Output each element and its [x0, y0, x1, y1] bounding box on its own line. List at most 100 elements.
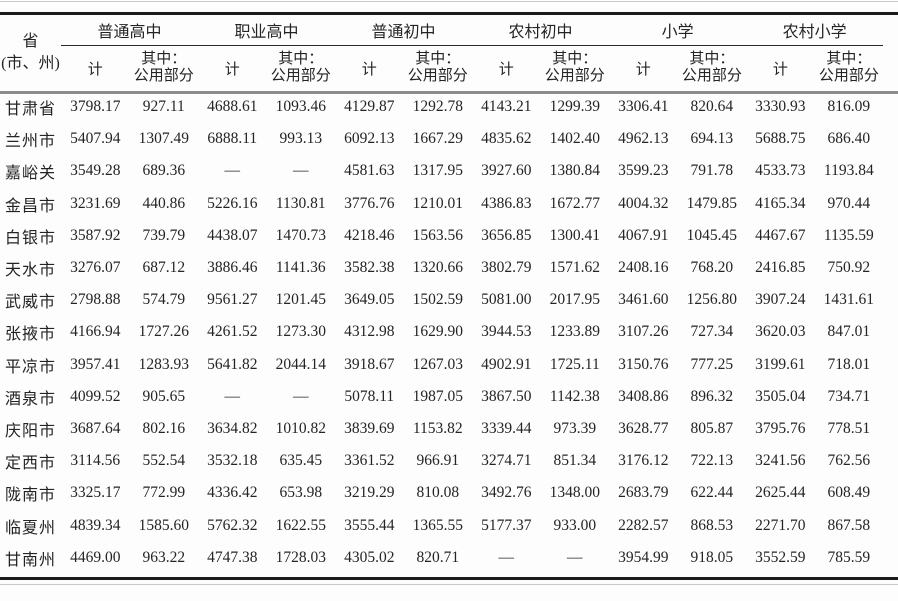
value-cell: 1283.93 — [138, 355, 189, 373]
corner-header-line1: 省 — [22, 33, 39, 51]
value-cell: 1365.55 — [412, 516, 463, 534]
sub-header-note-line1: 其中： — [278, 50, 324, 67]
value-cell: 1563.56 — [412, 226, 463, 244]
value-cell: 694.13 — [690, 130, 734, 148]
value-cell: 905.65 — [142, 387, 186, 405]
value-cell: — — [567, 548, 583, 566]
table-row: 定西市 3114.56 552.54 3532.18 635.45 3361.52 966.… — [0, 445, 883, 477]
value-cell: 3886.46 — [207, 259, 258, 277]
value-cell: 3231.69 — [70, 194, 121, 212]
value-cell: 2683.79 — [618, 484, 669, 502]
value-cell: 722.13 — [690, 452, 734, 470]
group-header-regular-junior-high: 普通初中 — [335, 15, 473, 46]
value-cell: 3461.60 — [618, 291, 669, 309]
value-cell: 3150.76 — [618, 355, 669, 373]
value-cell: 778.51 — [827, 419, 871, 437]
table-row: 甘南州 4469.00 963.22 4747.38 1728.03 4305.02 820… — [0, 542, 883, 574]
value-cell: 927.11 — [142, 98, 185, 116]
value-cell: 816.09 — [827, 98, 871, 116]
value-cell: 3325.17 — [70, 484, 121, 502]
value-cell: 4165.34 — [755, 194, 806, 212]
value-cell: 1045.45 — [686, 226, 737, 244]
value-cell: 4261.52 — [207, 323, 258, 341]
sub-header-total: 计 — [635, 61, 651, 78]
value-cell: 2271.70 — [755, 516, 806, 534]
value-cell: 552.54 — [142, 452, 186, 470]
value-cell: 1193.84 — [823, 162, 874, 180]
region-label: 庆阳市 — [4, 422, 56, 440]
value-cell: 820.64 — [690, 98, 734, 116]
value-cell: 3587.92 — [70, 226, 121, 244]
value-cell: 1502.59 — [412, 291, 463, 309]
region-label: 陇南市 — [4, 487, 56, 505]
value-cell: 3241.56 — [755, 452, 806, 470]
group-header-regular-high-school: 普通高中 — [61, 15, 199, 46]
value-cell: 3107.26 — [618, 323, 669, 341]
region-label: 天水市 — [4, 262, 56, 280]
value-cell: 5641.82 — [207, 355, 258, 373]
sub-header-note-line2: 公用部分 — [681, 68, 742, 85]
value-cell: 3552.59 — [755, 548, 806, 566]
value-cell: 4533.73 — [755, 162, 806, 180]
value-cell: 1320.66 — [412, 259, 463, 277]
value-cell: 851.34 — [553, 452, 597, 470]
sub-header-public-portion: 其中： 公用部分 — [130, 45, 199, 91]
value-cell: 1622.55 — [275, 516, 326, 534]
value-cell: 1727.26 — [138, 323, 189, 341]
value-cell: 4143.21 — [481, 98, 532, 116]
region-label: 临夏州 — [4, 519, 56, 537]
value-cell: 440.86 — [142, 194, 186, 212]
bottom-faint-rule — [0, 584, 898, 585]
value-cell: 4839.34 — [70, 516, 121, 534]
value-cell: 4166.94 — [70, 323, 121, 341]
value-cell: 868.53 — [690, 516, 734, 534]
sub-header-note-line1: 其中： — [141, 50, 187, 67]
region-label: 嘉峪关 — [4, 165, 56, 183]
value-cell: 3219.29 — [344, 484, 395, 502]
sub-header-note-line1: 其中： — [689, 50, 735, 67]
value-cell: 791.78 — [690, 162, 734, 180]
value-cell: 2282.57 — [618, 516, 669, 534]
sub-header-total: 计 — [498, 61, 514, 78]
sub-header-public-portion: 其中： 公用部分 — [404, 45, 473, 91]
table-row: 嘉峪关 3549.28 689.36 — — 4581.63 1317.95 3927.60 1… — [0, 155, 883, 187]
value-cell: 1470.73 — [275, 226, 326, 244]
region-label: 兰州市 — [4, 133, 56, 151]
value-cell: 1402.40 — [549, 130, 600, 148]
value-cell: 3867.50 — [481, 387, 532, 405]
top-faint-rule — [0, 1, 898, 2]
region-label: 定西市 — [4, 455, 56, 473]
sub-header-note-line2: 公用部分 — [270, 68, 331, 85]
value-cell: 635.45 — [279, 452, 323, 470]
value-cell: 9561.27 — [207, 291, 258, 309]
table-row: 临夏州 4839.34 1585.60 5762.32 1622.55 3555.44 13… — [0, 509, 883, 541]
value-cell: 3276.07 — [70, 259, 121, 277]
value-cell: 3408.86 — [618, 387, 669, 405]
value-cell: 1142.38 — [549, 387, 600, 405]
value-cell: 5407.94 — [70, 130, 121, 148]
value-cell: 4438.07 — [207, 226, 258, 244]
value-cell: 1348.00 — [549, 484, 600, 502]
value-cell: 1667.29 — [412, 130, 463, 148]
region-label: 平凉市 — [4, 358, 56, 376]
value-cell: 2416.85 — [755, 259, 806, 277]
value-cell: 3634.82 — [207, 419, 258, 437]
value-cell: 896.32 — [690, 387, 734, 405]
value-cell: — — [224, 162, 241, 180]
table-header: 省 (市、州) 普通高中 职业高中 普通初中 农村初中 小学 农村小学 计 其中… — [0, 15, 884, 91]
value-cell: 1629.90 — [412, 323, 463, 341]
value-cell: 1585.60 — [138, 516, 189, 534]
value-cell: 1380.84 — [549, 162, 600, 180]
value-cell: 3802.79 — [481, 259, 532, 277]
value-cell: 3549.28 — [70, 162, 121, 180]
value-cell: 1299.39 — [549, 98, 600, 116]
value-cell: 5226.16 — [207, 194, 258, 212]
value-cell: 3532.18 — [207, 452, 258, 470]
sub-header-public-portion: 其中： 公用部分 — [267, 45, 336, 91]
value-cell: 718.01 — [827, 355, 871, 373]
value-cell: 4129.87 — [344, 98, 395, 116]
value-cell: 3599.23 — [618, 162, 669, 180]
value-cell: 5081.00 — [481, 291, 532, 309]
value-cell: 785.59 — [827, 548, 871, 566]
value-cell: 689.36 — [142, 162, 186, 180]
